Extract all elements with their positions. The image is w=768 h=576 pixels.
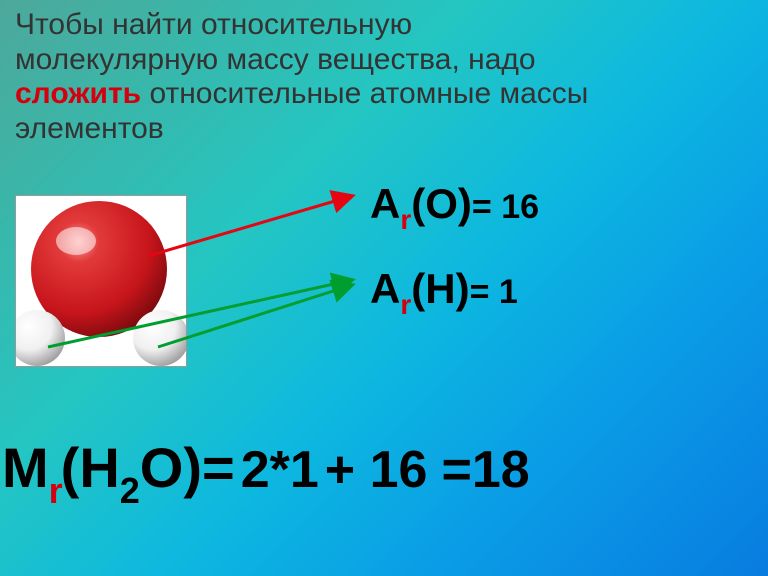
mr-sub-2: 2 xyxy=(120,470,140,511)
title-line2: молекулярную массу вещества, надо xyxy=(15,43,536,76)
ar-hydrogen: Ar(H)= 1 xyxy=(370,265,518,319)
ar-o-eq: = 16 xyxy=(472,188,539,226)
mr-eq18: =18 xyxy=(441,441,529,499)
ar-h-eq: = 1 xyxy=(470,273,518,311)
ar-o-A: A xyxy=(370,180,400,227)
ar-oxygen: Ar(O)= 16 xyxy=(370,180,539,234)
atom-oxygen-highlight xyxy=(56,227,96,255)
slide: Чтобы найти относительную молекулярную м… xyxy=(0,0,768,576)
molecule-image xyxy=(15,195,187,367)
ar-o-elem: (O) xyxy=(411,180,472,227)
mr-plus16: + 16 xyxy=(325,441,428,499)
mr-formula: Mr(H2O)=2*1+ 16=18 xyxy=(2,435,530,508)
ar-o-sub: r xyxy=(400,204,411,235)
title-highlight: сложить xyxy=(15,77,141,110)
mr-2x1: 2*1 xyxy=(241,441,319,499)
ar-h-A: A xyxy=(370,265,400,312)
mr-open: (H xyxy=(61,436,120,499)
ar-h-sub: r xyxy=(400,289,411,320)
mr-sub-r: r xyxy=(49,470,63,511)
title-text: Чтобы найти относительную молекулярную м… xyxy=(15,8,665,146)
arrow-hydrogen-2 xyxy=(158,285,352,347)
molecule-svg xyxy=(16,196,186,366)
title-line1: Чтобы найти относительную xyxy=(15,8,412,41)
title-line3-rest: относительные атомные массы xyxy=(141,77,588,110)
title-line4: элементов xyxy=(15,112,164,145)
mr-close: O)= xyxy=(140,436,235,499)
ar-h-elem: (H) xyxy=(411,265,469,312)
mr-M: M xyxy=(2,436,49,499)
